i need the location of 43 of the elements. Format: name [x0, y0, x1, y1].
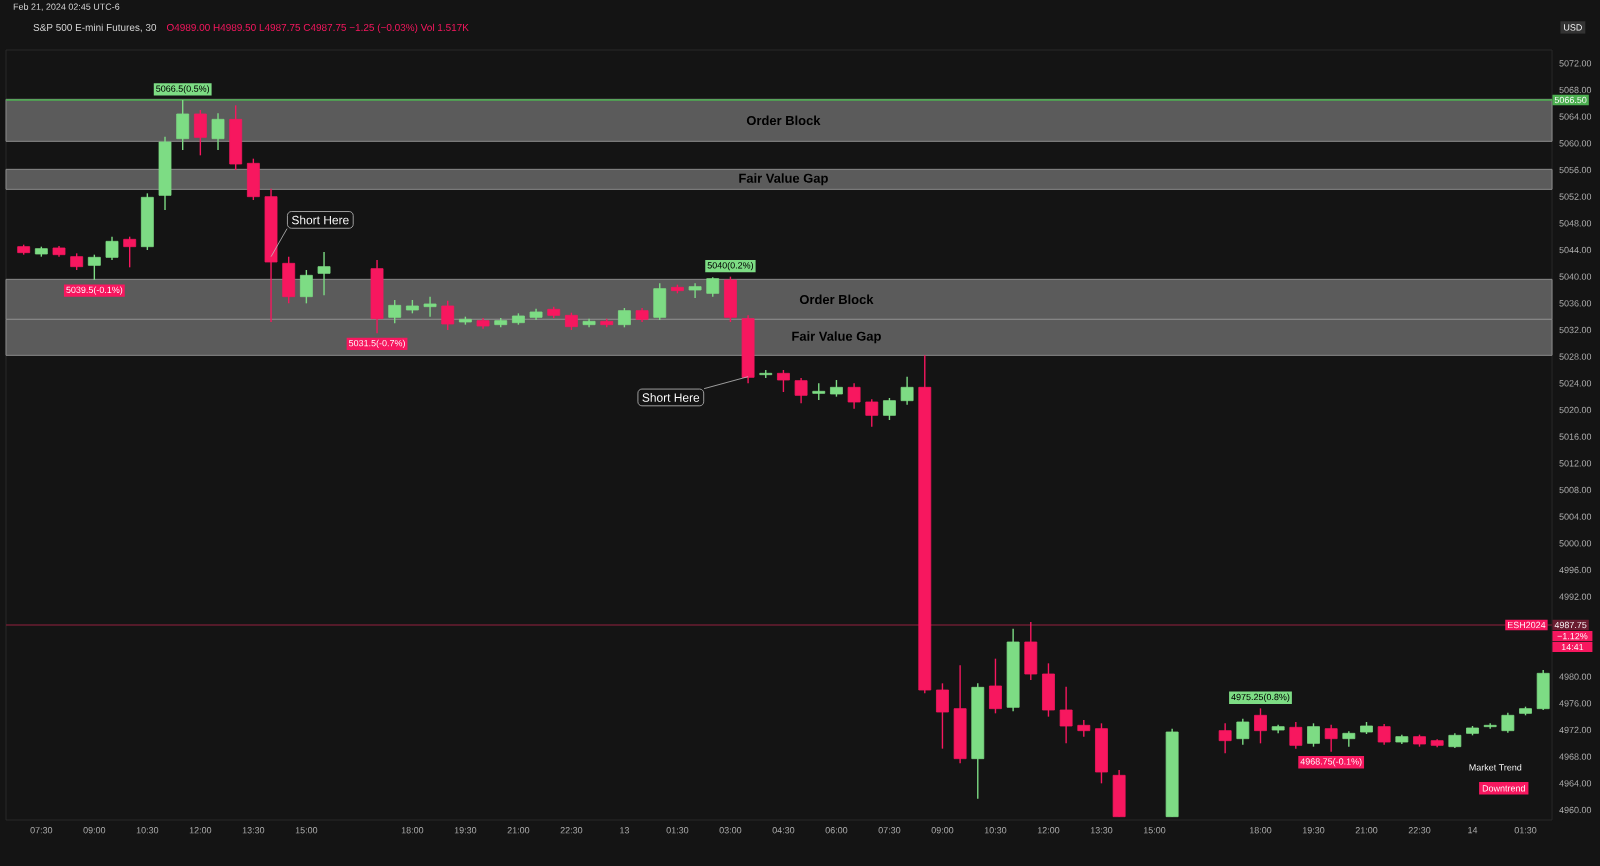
candlestick [1024, 621, 1038, 681]
candlestick [1377, 723, 1391, 746]
candlestick [989, 657, 1002, 715]
candlestick [1342, 730, 1356, 748]
candlestick [1536, 669, 1550, 711]
candlestick [1307, 722, 1320, 748]
candlestick [1483, 722, 1497, 730]
candlestick [883, 397, 896, 421]
candlestick [299, 269, 313, 305]
candlestick [847, 382, 861, 410]
candlestick [1501, 711, 1515, 734]
candlestick [653, 282, 667, 321]
candlestick [1236, 717, 1250, 746]
candlestick [936, 682, 949, 750]
candlestick [388, 299, 402, 325]
candlestick [176, 99, 190, 151]
candlestick [1254, 707, 1267, 745]
candlestick [246, 157, 260, 201]
candlestick [724, 275, 737, 323]
candlestick [105, 235, 119, 261]
candlestick [1289, 721, 1303, 750]
candlestick [1095, 722, 1108, 785]
candlestick [706, 276, 720, 298]
candlestick [193, 109, 207, 157]
candlestick [282, 255, 296, 305]
candlestick [317, 251, 331, 297]
candlestick [1324, 723, 1338, 753]
candlestick [1112, 769, 1126, 818]
candlestick [1218, 722, 1232, 755]
candlestick [123, 235, 137, 269]
candlestick [423, 295, 437, 318]
candlestick [900, 375, 914, 406]
candlestick [777, 369, 790, 393]
candlestick [865, 398, 879, 428]
candlestick [688, 282, 702, 299]
candlestick [211, 112, 225, 151]
candlestick [441, 299, 455, 331]
candlestick [229, 104, 243, 171]
candlestick [618, 307, 631, 329]
candlestick [1042, 662, 1055, 718]
candlestick [794, 377, 808, 405]
candlestick [87, 253, 101, 281]
candlestick [1059, 685, 1073, 745]
